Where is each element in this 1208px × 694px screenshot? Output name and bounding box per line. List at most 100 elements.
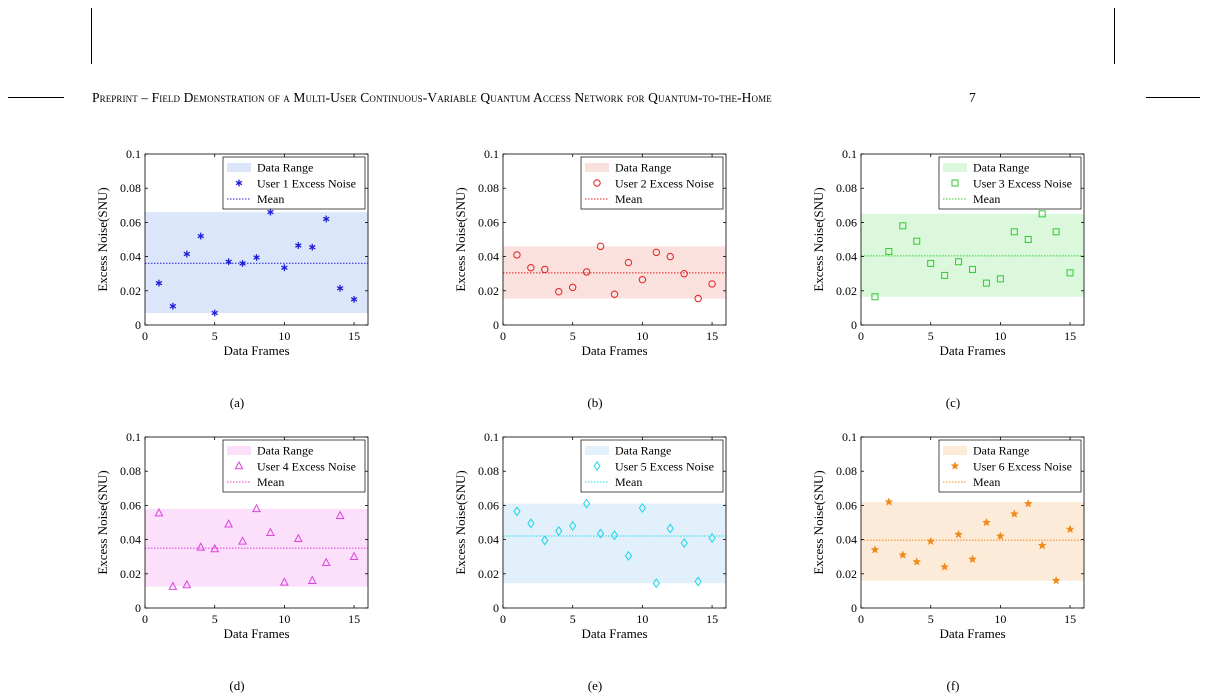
data-point — [955, 258, 963, 266]
data-point — [995, 531, 1005, 540]
data-point — [666, 252, 674, 261]
chart-user-5: 0 5 10 15 0 0.02 0.04 0.06 0.08 0.1 Data Frames Exc… — [453, 430, 727, 641]
x-tick-label: 0 — [142, 329, 148, 343]
data-point — [1038, 210, 1046, 218]
y-tick-label: 0.02 — [120, 567, 141, 581]
legend-label-series: User 4 Excess Noise — [257, 460, 356, 474]
panel-b: 0 5 10 15 0 0.02 0.04 0.06 0.08 0.1 Data Frames Exc… — [450, 145, 750, 410]
data-point — [281, 264, 288, 272]
x-tick-label: 15 — [348, 329, 360, 343]
data-range-band — [145, 212, 368, 314]
data-point — [168, 581, 178, 590]
y-tick-label: 0.06 — [120, 498, 141, 512]
chart-user-3: 0 5 10 15 0 0.02 0.04 0.06 0.08 0.1 Data Frames Exc… — [811, 147, 1085, 358]
caption-d: (d) — [229, 678, 245, 693]
axes-frame — [502, 436, 727, 609]
chart-user-4: 0 5 10 15 0 0.02 0.04 0.06 0.08 0.1 Data Frames Exc… — [95, 430, 369, 641]
x-tick-label: 5 — [928, 612, 934, 626]
legend-swatch-marker — [593, 460, 601, 472]
data-point — [541, 535, 549, 546]
y-tick-label: 0.08 — [120, 181, 141, 195]
y-tick-label: 0 — [493, 318, 499, 332]
data-point — [569, 520, 577, 531]
data-point — [912, 557, 922, 566]
y-tick-label: 0.04 — [836, 533, 857, 547]
y-tick-label: 0.02 — [120, 284, 141, 298]
y-tick-label: 0.06 — [478, 498, 499, 512]
x-tick-label: 0 — [500, 329, 506, 343]
legend-label-range: Data Range — [973, 444, 1029, 458]
data-point — [1065, 524, 1075, 534]
data-point — [596, 528, 605, 539]
axes-frame — [144, 153, 369, 326]
crop-mark-left — [91, 8, 92, 64]
x-tick-label: 0 — [858, 329, 864, 343]
data-point — [253, 254, 260, 261]
data-point — [954, 529, 964, 539]
data-point — [322, 215, 330, 223]
data-point — [252, 503, 261, 513]
data-point — [555, 525, 563, 537]
x-tick-label: 10 — [636, 612, 648, 626]
legend-box — [580, 156, 724, 210]
data-point — [871, 293, 879, 301]
data-point — [239, 260, 246, 267]
caption-f: (f) — [946, 678, 960, 693]
data-point — [196, 542, 206, 551]
data-point — [940, 562, 950, 571]
y-tick-label: 0.04 — [478, 250, 499, 264]
data-point — [927, 259, 935, 267]
data-point — [197, 232, 205, 240]
chart-user-6: 0 5 10 15 0 0.02 0.04 0.06 0.08 0.1 Data Frames Exc… — [811, 430, 1085, 641]
data-point — [610, 290, 619, 298]
y-tick-label: 0 — [135, 318, 141, 332]
x-axis-label: Data Frames — [939, 343, 1005, 358]
legend-swatch-range — [227, 446, 251, 455]
data-point — [666, 523, 674, 534]
data-point — [224, 519, 234, 528]
legend-swatch-marker — [234, 460, 244, 470]
x-tick-label: 10 — [278, 329, 290, 343]
data-point — [652, 248, 661, 257]
panel-f: 0 5 10 15 0 0.02 0.04 0.06 0.08 0.1 Data Frames Exc… — [808, 428, 1108, 693]
y-tick-label: 0.1 — [484, 147, 499, 161]
x-tick-label: 5 — [212, 612, 218, 626]
data-point — [680, 270, 688, 278]
y-tick-label: 0.06 — [120, 215, 141, 229]
data-point — [941, 271, 949, 279]
series-markers — [513, 498, 716, 589]
data-point — [870, 545, 880, 554]
data-point — [1037, 540, 1047, 550]
series-markers — [154, 503, 359, 590]
crop-mark-right-horizontal — [1146, 97, 1200, 98]
data-point — [596, 242, 605, 251]
legend-swatch-range — [227, 163, 251, 172]
data-point — [898, 550, 908, 559]
data-point — [238, 536, 247, 545]
legend-label-range: Data Range — [973, 161, 1029, 175]
x-tick-label: 0 — [142, 612, 148, 626]
legend-swatch-range — [585, 163, 609, 172]
y-tick-label: 0.08 — [478, 464, 499, 478]
data-point — [1023, 498, 1033, 508]
data-point — [527, 518, 535, 529]
y-tick-label: 0 — [135, 601, 141, 615]
y-tick-label: 0.08 — [478, 181, 499, 195]
y-tick-label: 0.1 — [842, 147, 857, 161]
y-tick-label: 0.06 — [836, 498, 857, 512]
x-tick-label: 15 — [1064, 612, 1076, 626]
data-point — [694, 576, 702, 587]
data-point — [527, 264, 535, 272]
panel-e: 0 5 10 15 0 0.02 0.04 0.06 0.08 0.1 Data Frames Exc… — [450, 428, 750, 693]
chart-user-1: 0 5 10 15 0 0.02 0.04 0.06 0.08 0.1 Data Frames Exc… — [95, 147, 369, 358]
data-point — [981, 517, 991, 527]
y-tick-label: 0.1 — [842, 430, 857, 444]
data-point — [610, 530, 619, 541]
y-axis-label: Excess Noise(SNU) — [453, 470, 468, 574]
data-point — [680, 537, 688, 549]
data-point — [969, 265, 976, 273]
caption-a: (a) — [229, 395, 245, 410]
